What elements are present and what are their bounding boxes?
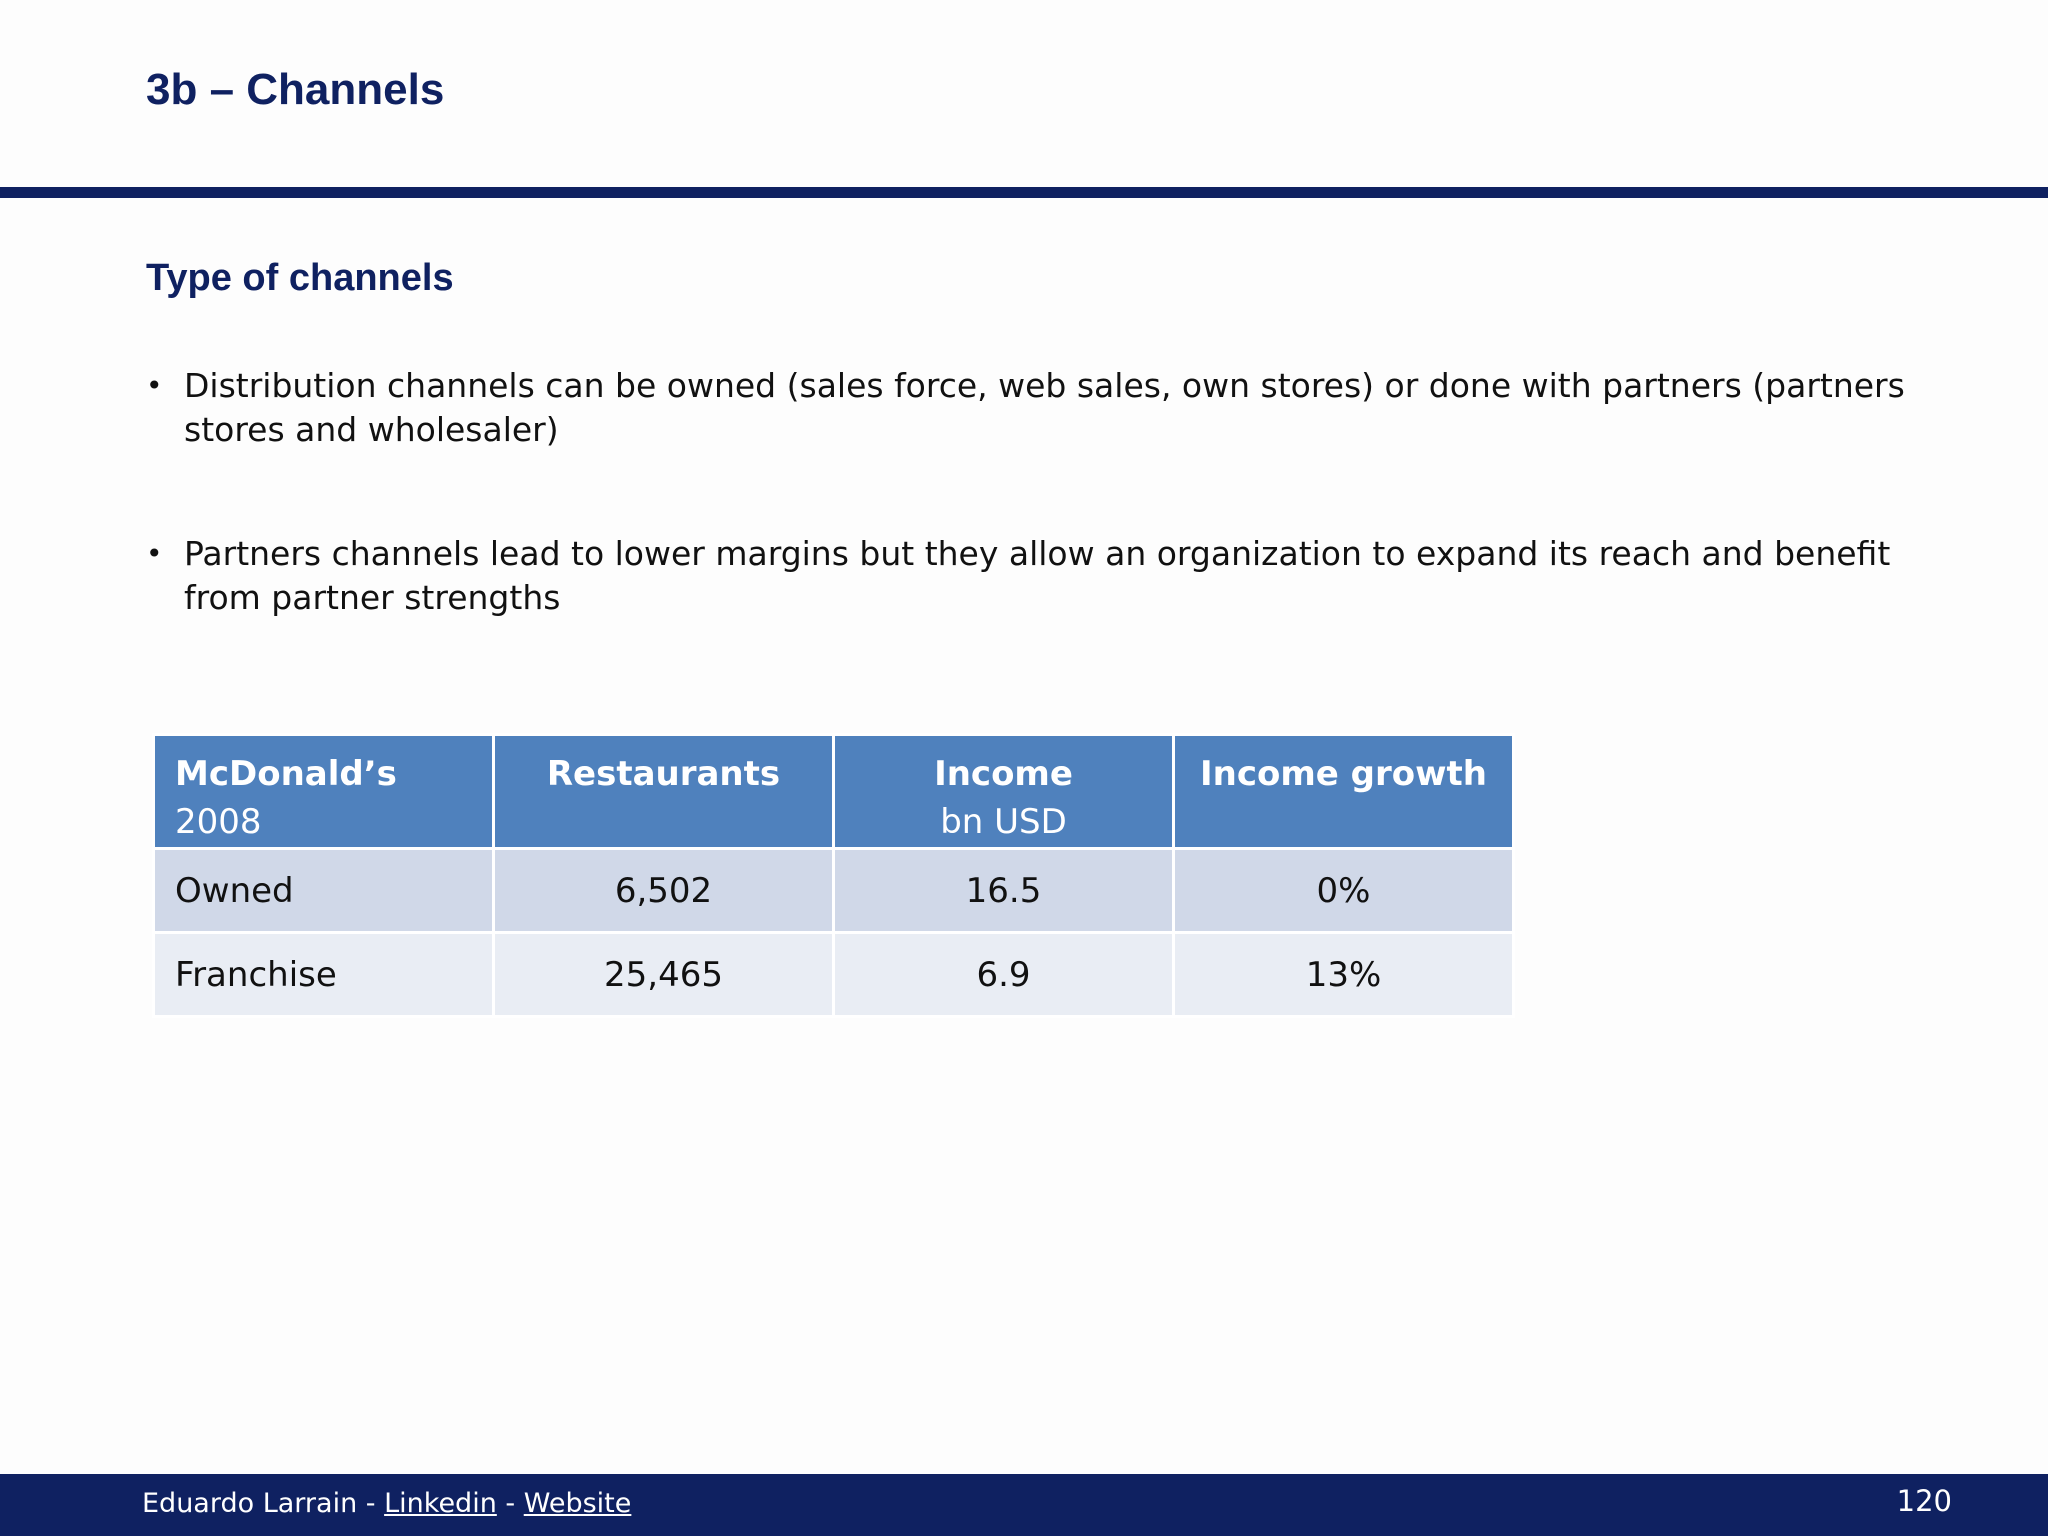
header-restaurants: Restaurants <box>492 733 835 850</box>
bullet-icon: • <box>146 369 163 402</box>
header-year: 2008 <box>175 802 262 842</box>
header-company-year: McDonald’s 2008 <box>152 733 495 850</box>
header-company: McDonald’s <box>175 754 397 794</box>
footer-credits: Eduardo Larrain - Linkedin - Website <box>142 1488 631 1519</box>
website-link[interactable]: Website <box>523 1488 632 1519</box>
bullet-list: • Distribution channels can be owned (sa… <box>146 364 1906 700</box>
bullet-item: • Partners channels lead to lower margin… <box>146 532 1906 620</box>
cell-restaurants: 6,502 <box>492 847 835 934</box>
page-number: 120 <box>1896 1484 1952 1518</box>
cell-growth: 13% <box>1172 931 1515 1018</box>
cell-growth: 0% <box>1172 847 1515 934</box>
header-income-growth-label: Income growth <box>1199 754 1488 794</box>
table-row: Owned 6,502 16.5 0% <box>152 847 1515 934</box>
cell-income: 6.9 <box>832 931 1175 1018</box>
row-label: Owned <box>152 847 495 934</box>
row-label: Franchise <box>152 931 495 1018</box>
linkedin-link[interactable]: Linkedin <box>384 1488 497 1519</box>
cell-income: 16.5 <box>832 847 1175 934</box>
footer-author: Eduardo Larrain - <box>142 1488 385 1519</box>
header-income: Income bn USD <box>832 733 1175 850</box>
footer-bar: Eduardo Larrain - Linkedin - Website 120 <box>0 1474 2048 1536</box>
table-header-row: McDonald’s 2008 Restaurants Income bn USD… <box>152 733 1515 850</box>
mcdonalds-channels-table: McDonald’s 2008 Restaurants Income bn USD… <box>152 733 1515 1018</box>
cell-restaurants: 25,465 <box>492 931 835 1018</box>
bullet-text: Distribution channels can be owned (sale… <box>184 366 1905 449</box>
slide-title: 3b – Channels <box>146 65 445 114</box>
bullet-icon: • <box>146 537 163 570</box>
header-income-label: Income <box>934 754 1073 794</box>
bullet-item: • Distribution channels can be owned (sa… <box>146 364 1906 452</box>
bullet-text: Partners channels lead to lower margins … <box>184 534 1891 617</box>
table-row: Franchise 25,465 6.9 13% <box>152 931 1515 1018</box>
header-income-growth: Income growth <box>1172 733 1515 850</box>
header-income-unit: bn USD <box>940 802 1067 842</box>
footer-separator: - <box>496 1488 524 1519</box>
section-heading: Type of channels <box>146 257 454 299</box>
header-restaurants-label: Restaurants <box>546 754 781 794</box>
title-divider <box>0 187 2048 198</box>
